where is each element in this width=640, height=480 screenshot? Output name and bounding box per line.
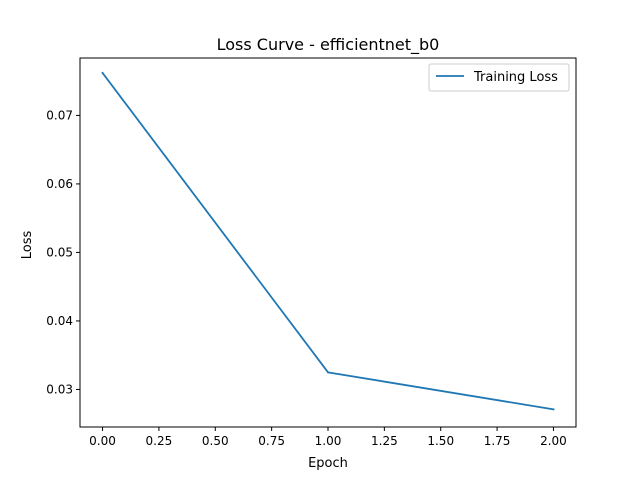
legend: Training Loss: [428, 63, 570, 92]
data-point-epoch-0: [101, 72, 104, 74]
x-tick-label: 0.75: [258, 434, 285, 448]
axes-frame: [79, 57, 577, 428]
y-tick-label: 0.07: [46, 108, 73, 122]
x-tick-label: 0.00: [89, 434, 116, 448]
x-tick-label: 2.00: [540, 434, 567, 448]
data-point-epoch-1: [327, 371, 329, 374]
x-tick-label: 1.25: [371, 434, 398, 448]
plot-area: 0.00 0.25 0.50 0.75 1.00 1.25 1.50 1.75 2.00 0.03…: [46, 57, 577, 448]
y-tick-label: 0.06: [46, 177, 73, 191]
data-point-epoch-2: [552, 408, 555, 411]
y-axis-label: Loss: [20, 231, 35, 260]
x-axis-label: Epoch: [308, 456, 348, 471]
x-tick-label: 1.00: [315, 434, 342, 448]
legend-label-training-loss: Training Loss: [473, 70, 558, 85]
y-tick-label: 0.04: [46, 314, 73, 328]
x-tick-label: 0.25: [146, 434, 173, 448]
x-tick-label: 1.50: [427, 434, 454, 448]
y-tick-label: 0.05: [46, 245, 73, 259]
legend-box: [428, 63, 570, 92]
x-tick-label: 0.50: [202, 434, 229, 448]
x-tick-label: 1.75: [484, 434, 511, 448]
y-tick-label: 0.03: [46, 382, 73, 396]
chart-title: Loss Curve - efficientnet_b0: [217, 35, 440, 55]
